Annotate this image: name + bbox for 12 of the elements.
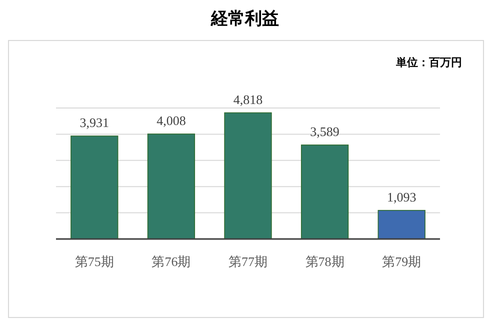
data-label: 4,008 <box>156 113 186 128</box>
category: 第75期 <box>74 254 114 269</box>
category: 第76期 <box>152 254 191 269</box>
title: 経常利益 <box>211 9 279 29</box>
data-label: 3,931 <box>80 115 110 130</box>
data-label: 4,818 <box>233 92 263 107</box>
data-label: 1,093 <box>386 189 416 204</box>
category: 第78期 <box>305 254 344 269</box>
category: 第77期 <box>228 254 268 269</box>
annotation: 単位：百万円 <box>396 56 462 69</box>
category: 第79期 <box>382 254 422 269</box>
data-label: 3,589 <box>310 124 340 139</box>
